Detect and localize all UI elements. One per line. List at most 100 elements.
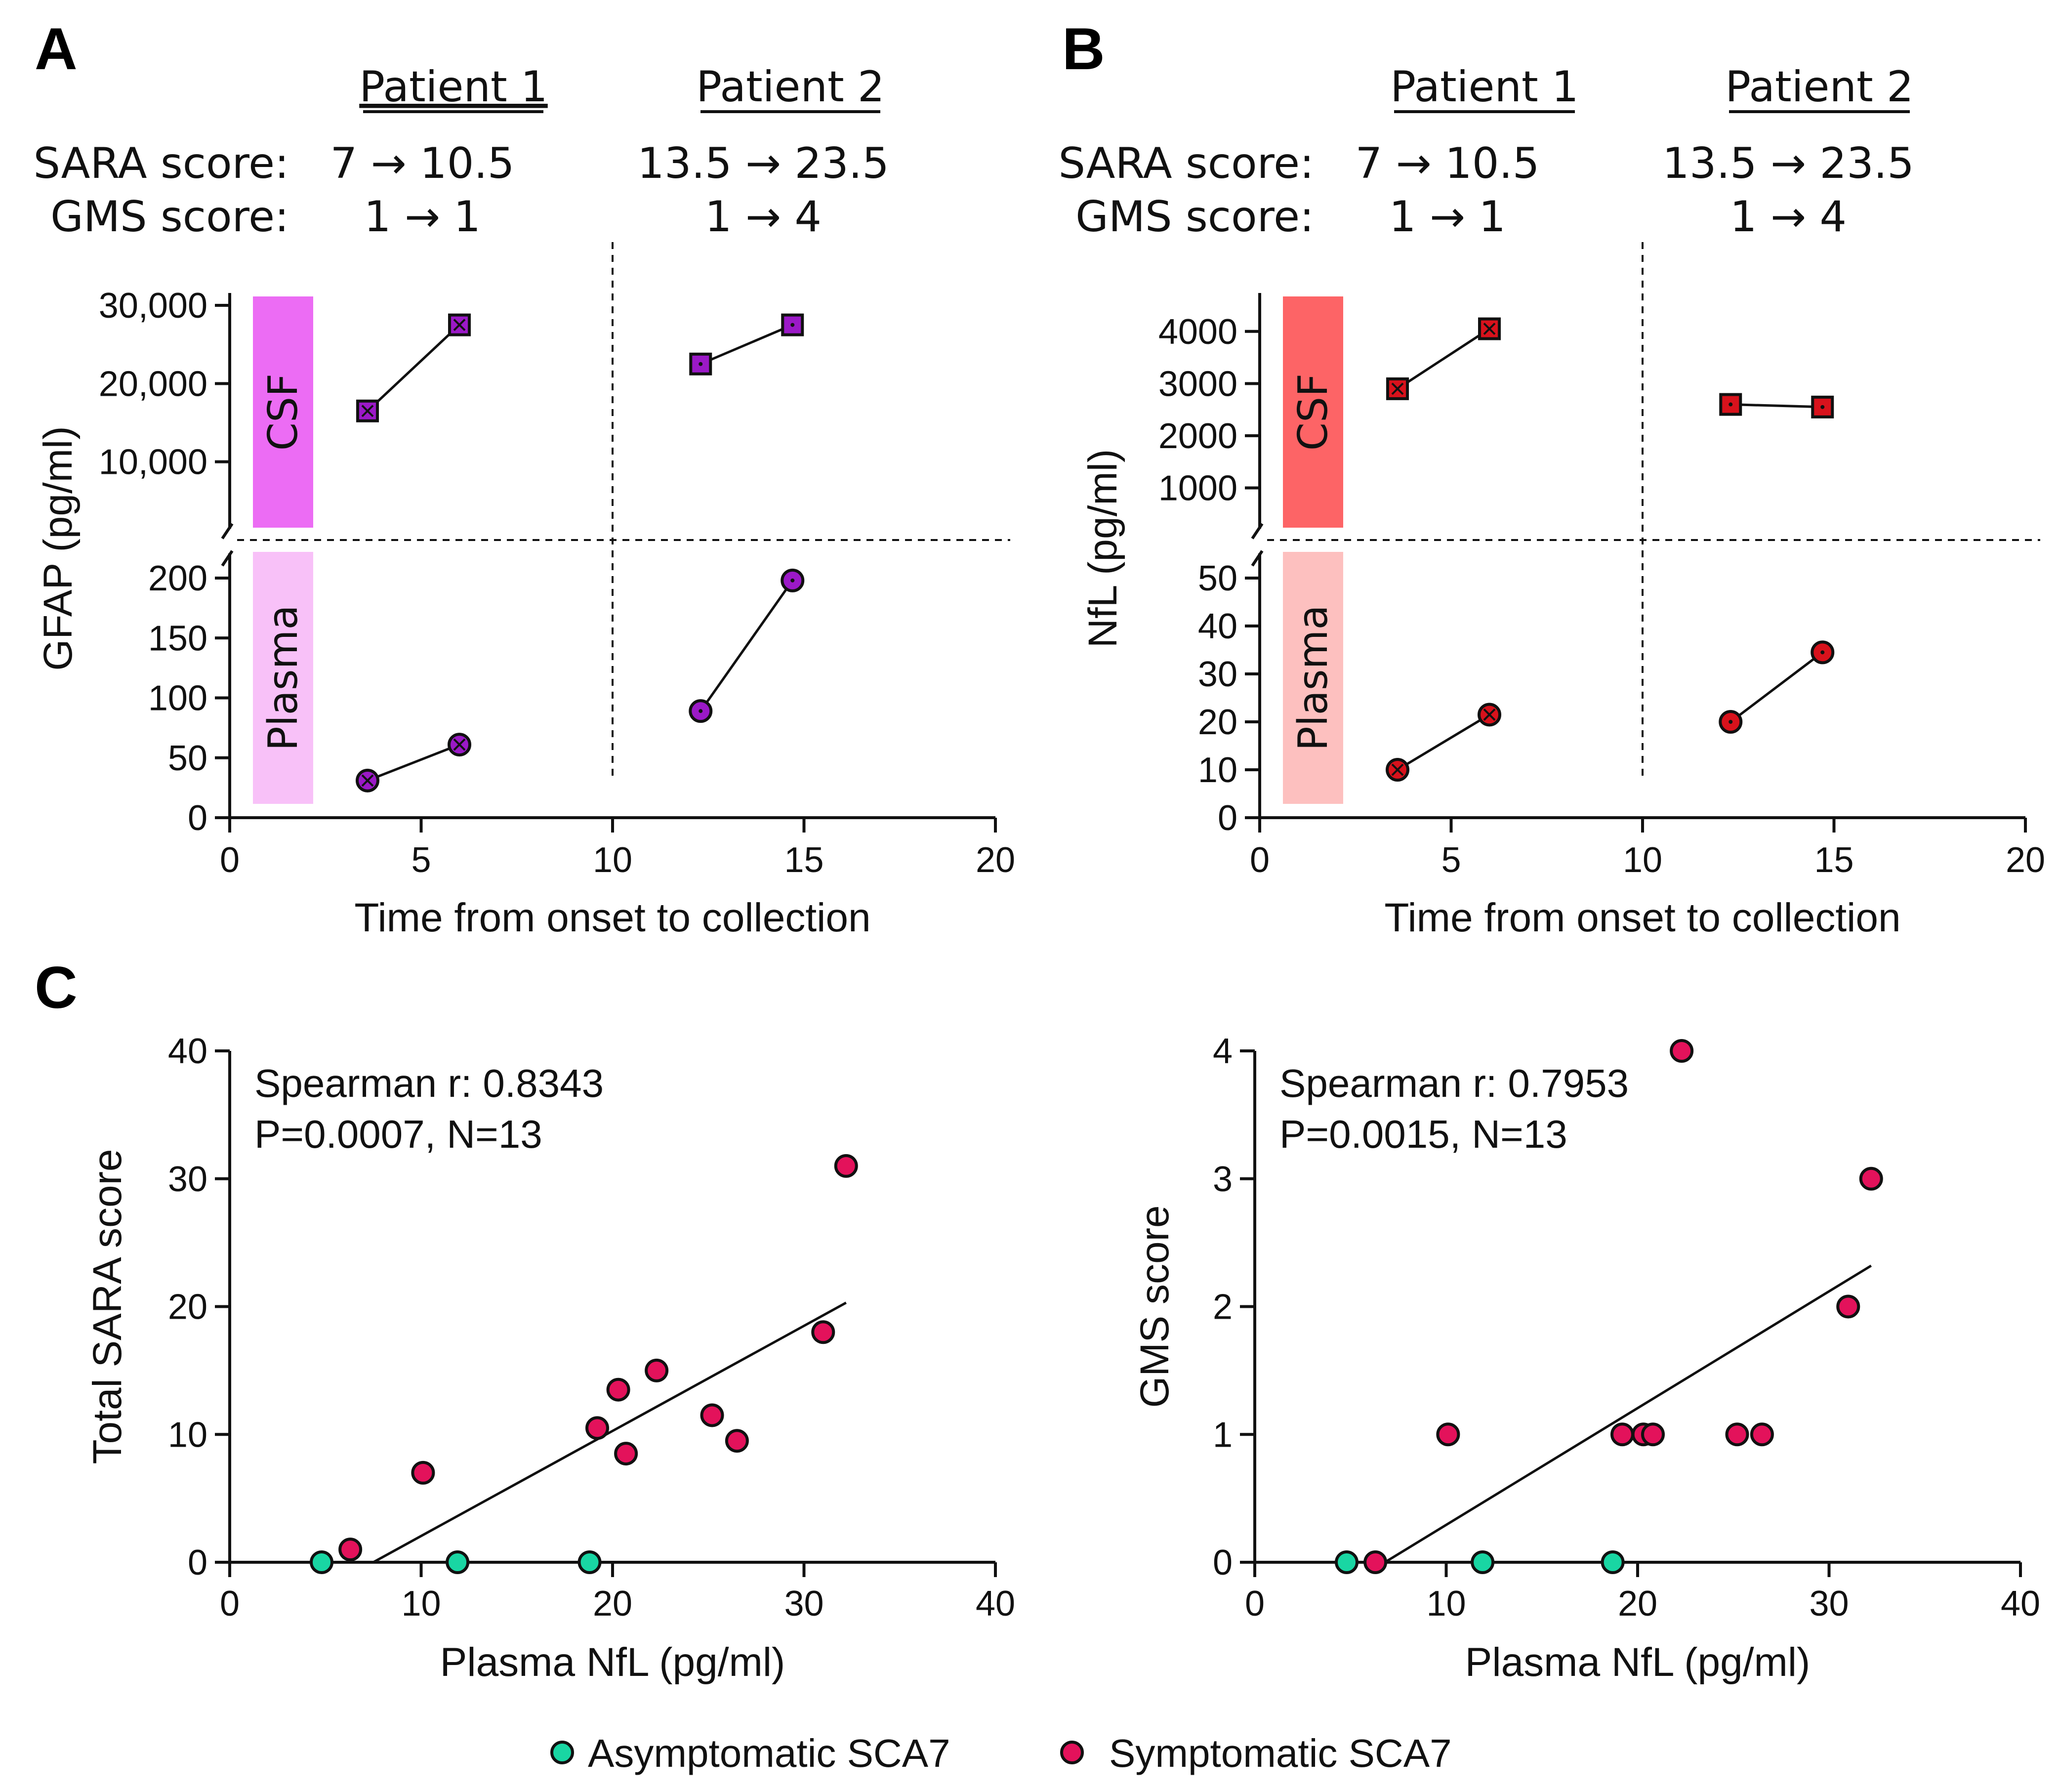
panel-c1-x-tick-label: 30	[784, 1584, 824, 1624]
panel-a-plasma-y-tick-label: 100	[148, 679, 207, 718]
panel-a-p2-gms: 1 → 4	[705, 192, 822, 242]
panel-b-axis-break-bottom	[1251, 550, 1264, 567]
panel-c2-x-tick-label: 40	[2001, 1584, 2040, 1624]
panel-b-x-tick-label: 10	[1623, 840, 1662, 880]
panel-c1-y-tick-label: 40	[168, 1032, 207, 1071]
panel-label-b: B	[1062, 16, 1105, 82]
panel-a-csf-label: CSF	[260, 374, 307, 451]
panel-c1-point-symptomatic	[606, 1377, 630, 1402]
panel-c1-point-asymptomatic	[577, 1550, 602, 1574]
panel-c1-point-asymptomatic	[446, 1550, 470, 1574]
panel-b-x-tick-label: 15	[1814, 840, 1853, 880]
panel-a-gms-label: GMS score:	[50, 192, 289, 242]
panel-b-csf-point-patient2-dot	[1820, 405, 1825, 409]
panel-b-plasma-point-patient1-cross	[1391, 763, 1404, 776]
panel-a-csf-y-tick-label: 30,000	[99, 286, 207, 326]
panel-b-plasma-line-patient2	[1730, 651, 1823, 723]
panel-a-csf-y-tick-label: 10,000	[99, 443, 207, 482]
panel-b-plasma-line-patient1	[1397, 713, 1490, 771]
chart-a-gfap: CSF Plasma 0 5 10 15 20 Time from onset to coll…	[36, 242, 1015, 940]
panel-b-plasma-point-patient2-dot	[1820, 650, 1825, 655]
panel-b-plasma-y-tick-label: 20	[1198, 703, 1237, 742]
panel-a-csf-point-patient1	[448, 313, 471, 336]
panel-c2-y-tick-label: 1	[1213, 1415, 1233, 1455]
panel-c2-point-symptomatic	[1670, 1039, 1694, 1063]
panel-a-x-axis-title: Time from onset to collection	[354, 895, 870, 940]
panel-c1-point-symptomatic	[725, 1429, 749, 1453]
panel-c1-x-axis-title: Plasma NfL (pg/ml)	[440, 1640, 785, 1685]
panel-c1-annotation-pvalue: P=0.0007, N=13	[254, 1112, 542, 1156]
panel-c2-point-symptomatic	[1750, 1422, 1774, 1447]
panel-c1-point-symptomatic	[614, 1442, 638, 1466]
panel-b-x-tick-label: 5	[1441, 840, 1461, 880]
panel-a-plasma-point-patient2-dot	[699, 709, 703, 713]
chart-b-nfl: CSF Plasma 0 5 10 15 20 Time from onset to coll…	[1080, 242, 2045, 940]
panel-c1-point-symptomatic	[411, 1460, 435, 1485]
panel-b-patient1-header: Patient 1	[1390, 62, 1579, 112]
panel-a-plasma-point-patient1-cross	[361, 774, 374, 787]
panel-b-csf-line-patient2	[1730, 403, 1823, 409]
panel-c2-regression-line	[1384, 1264, 1872, 1564]
panel-c2-x-tick-label: 0	[1245, 1584, 1265, 1624]
panel-c1-y-tick-label: 10	[168, 1415, 207, 1455]
panel-c2-point-symptomatic	[1436, 1422, 1460, 1447]
panel-c2-point-symptomatic	[1836, 1294, 1860, 1319]
panel-a-header: Patient 1 Patient 2 SARA score: GMS scor…	[33, 62, 889, 242]
panel-c1-point-symptomatic	[338, 1538, 363, 1562]
panel-b-csf-point-patient1-cross	[1391, 382, 1404, 395]
panel-c2-annotation-pvalue: P=0.0015, N=13	[1279, 1112, 1567, 1156]
panel-b-plasma-y-tick-label: 50	[1198, 559, 1237, 598]
panel-a-csf-point-patient1-cross	[453, 319, 466, 331]
panel-a-csf-point-patient2-dot	[790, 323, 795, 327]
panel-c2-y-axis-title: GMS score	[1132, 1205, 1177, 1408]
panel-c2-point-symptomatic	[1725, 1422, 1749, 1447]
panel-b-p2-sara: 13.5 → 23.5	[1662, 139, 1914, 188]
panel-c1-point-asymptomatic	[310, 1550, 333, 1574]
panel-c1-x-tick-label: 20	[593, 1584, 632, 1624]
panel-a-x-tick-label: 5	[411, 840, 431, 880]
panel-c2-point-asymptomatic	[1601, 1550, 1625, 1574]
panel-a-plasma-point-patient1-cross	[453, 738, 466, 751]
panel-a-x-tick-label: 15	[784, 840, 824, 880]
panel-c2-point-symptomatic	[1610, 1422, 1634, 1447]
panel-b-csf-point-patient2	[1811, 395, 1834, 418]
panel-b-csf-point-patient2	[1719, 393, 1742, 416]
panel-b-axis-break-top	[1251, 523, 1264, 540]
panel-a-y-axis-title: GFAP (pg/ml)	[36, 426, 81, 670]
panel-b-p1-sara: 7 → 10.5	[1356, 139, 1540, 188]
panel-c2-point-symptomatic	[1363, 1550, 1388, 1574]
panel-c2-x-axis-title: Plasma NfL (pg/ml)	[1465, 1640, 1811, 1685]
panel-b-p2-gms: 1 → 4	[1730, 192, 1847, 242]
legend-marker-asymptomatic	[550, 1741, 574, 1764]
panel-c1-y-axis-title: Total SARA score	[85, 1149, 130, 1464]
legend-label-symptomatic: Symptomatic SCA7	[1109, 1731, 1452, 1775]
panel-c2-y-tick-label: 0	[1213, 1543, 1233, 1583]
panel-a-plasma-line-patient2	[700, 580, 794, 712]
panel-a-p1-sara: 7 → 10.5	[330, 139, 515, 188]
panel-b-y-axis-title: NfL (pg/ml)	[1080, 449, 1125, 648]
panel-b-csf-y-tick-label: 3000	[1158, 364, 1237, 404]
panel-a-patient2-header: Patient 2	[696, 62, 885, 112]
panel-b-p1-gms: 1 → 1	[1389, 192, 1506, 242]
panel-c1-x-tick-label: 0	[220, 1584, 240, 1624]
panel-a-patient1-header: Patient 1	[359, 62, 548, 112]
panel-b-csf-band	[1283, 296, 1343, 528]
panel-b-plasma-y-tick-label: 30	[1198, 655, 1237, 694]
panel-c1-point-symptomatic	[645, 1358, 669, 1382]
panel-a-csf-point-patient2-dot	[699, 362, 703, 366]
panel-c1-regression-line	[372, 1301, 847, 1564]
panel-a-sara-label: SARA score:	[33, 139, 289, 188]
panel-c2-y-tick-label: 4	[1213, 1032, 1233, 1071]
panel-c2-point-asymptomatic	[1471, 1550, 1495, 1574]
panel-a-x-tick-label: 0	[220, 840, 240, 880]
panel-c2-y-tick-label: 2	[1213, 1288, 1233, 1327]
panel-a-csf-point-patient1-cross	[361, 405, 374, 417]
panel-b-plasma-y-tick-label: 40	[1198, 607, 1237, 646]
chart-c-gms-scatter: 0 10 20 30 40 0 1 2 3 4 Plasma NfL (pg/ml) GMS scor…	[1132, 1032, 2040, 1685]
panel-a-plasma-point-patient2-dot	[790, 578, 795, 583]
panel-c2-x-tick-label: 20	[1618, 1584, 1657, 1624]
panel-c1-y-tick-label: 30	[168, 1160, 207, 1199]
panel-a-csf-band	[253, 296, 313, 528]
panel-a-x-tick-label: 20	[976, 840, 1015, 880]
panel-a-axis-break-bottom	[221, 550, 234, 567]
